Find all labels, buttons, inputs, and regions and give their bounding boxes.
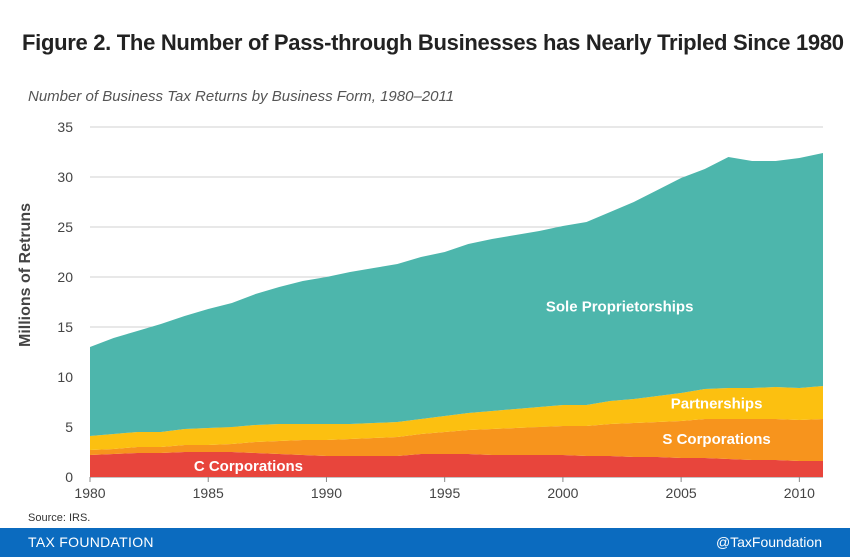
footer-handle: @TaxFoundation bbox=[715, 534, 822, 550]
chart-title: Figure 2. The Number of Pass-through Bus… bbox=[22, 30, 844, 55]
y-tick-label: 0 bbox=[65, 469, 73, 485]
source-note: Source: IRS. bbox=[28, 512, 91, 524]
x-tick-label: 1990 bbox=[311, 485, 342, 500]
y-tick-labels: 0 5 10 15 20 25 30 35 bbox=[57, 119, 73, 485]
y-tick-label: 15 bbox=[57, 319, 73, 335]
stacked-area-chart: 0 5 10 15 20 25 30 35 1980 1985 1990 1995 2000 2005 2… bbox=[57, 119, 823, 500]
chart-subtitle: Number of Business Tax Returns by Busine… bbox=[28, 88, 455, 105]
y-tick-label: 30 bbox=[57, 169, 73, 185]
s-corporations-area bbox=[90, 419, 823, 461]
x-tick-label: 2010 bbox=[784, 485, 815, 500]
y-tick-label: 35 bbox=[57, 119, 73, 135]
footer-brand: TAX FOUNDATION bbox=[28, 534, 154, 550]
x-tick-label: 1980 bbox=[74, 485, 105, 500]
c-corporations-label: C Corporations bbox=[194, 458, 303, 475]
x-tick-label: 2000 bbox=[547, 485, 578, 500]
x-tick-label: 1985 bbox=[193, 485, 224, 500]
x-tick-labels: 1980 1985 1990 1995 2000 2005 2010 bbox=[74, 477, 815, 500]
c-corporations-area bbox=[90, 452, 823, 477]
y-tick-label: 10 bbox=[57, 369, 73, 385]
footer-bar: TAX FOUNDATION @TaxFoundation bbox=[0, 528, 850, 557]
sole-proprietorships-label: Sole Proprietorships bbox=[546, 299, 694, 316]
y-tick-label: 5 bbox=[65, 419, 73, 435]
y-tick-label: 25 bbox=[57, 219, 73, 235]
partnerships-area bbox=[90, 386, 823, 450]
x-tick-label: 2005 bbox=[666, 485, 697, 500]
area-labels: Sole Proprietorships Partnerships S Corpor… bbox=[194, 299, 771, 476]
area-series bbox=[90, 153, 823, 477]
sole-proprietorships-area bbox=[90, 153, 823, 436]
y-tick-label: 20 bbox=[57, 269, 73, 285]
partnerships-label: Partnerships bbox=[671, 396, 763, 413]
s-corporations-label: S Corporations bbox=[662, 431, 770, 448]
x-tick-label: 1995 bbox=[429, 485, 460, 500]
